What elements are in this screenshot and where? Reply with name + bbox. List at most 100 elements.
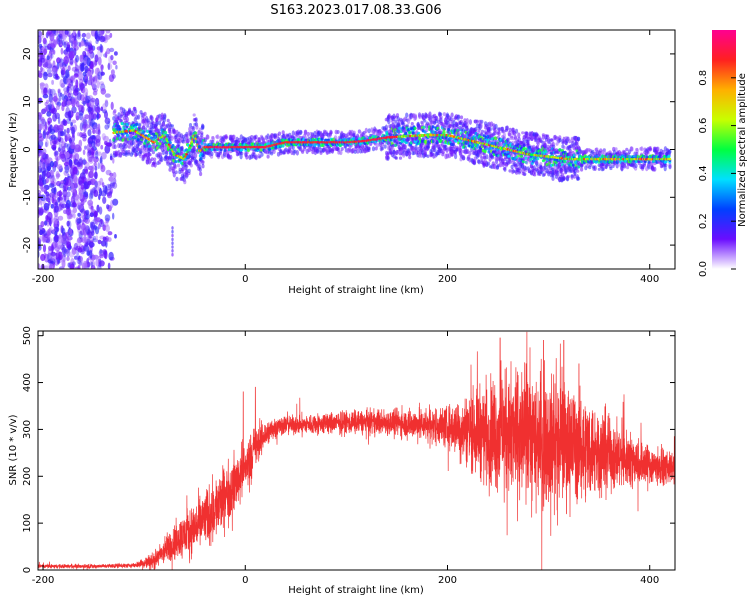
spectrogram-cell — [380, 146, 384, 151]
spectrogram-cell — [40, 66, 43, 73]
spectrogram-cell — [61, 227, 66, 236]
spectrogram-cell — [254, 154, 258, 161]
spectrogram-cell — [64, 111, 71, 119]
spectrogram-cell — [84, 114, 90, 120]
spectrogram-cell — [43, 170, 47, 177]
spectrogram-cell — [329, 129, 333, 135]
spectrogram-cell — [100, 106, 104, 112]
spectrogram-cell — [52, 126, 58, 133]
spectrogram-cell — [100, 144, 104, 150]
spectrogram-cell — [99, 248, 103, 254]
spectrogram-cell — [77, 41, 82, 47]
spectrogram-cell — [78, 261, 83, 266]
spectrogram-cell — [55, 104, 60, 111]
spectrogram-cell — [70, 183, 75, 190]
spectrogram-cell — [97, 56, 102, 66]
spectrogram-cell — [110, 182, 115, 188]
spectrogram-cell — [65, 46, 70, 52]
spectrogram-cell — [112, 212, 115, 220]
spectrogram-cell — [38, 237, 41, 247]
spectrogram-cell — [70, 85, 76, 91]
spectrogram-cell — [70, 122, 73, 127]
spectrogram-cell — [107, 193, 112, 199]
spectrogram-cell — [99, 235, 105, 240]
spectrogram-cell — [67, 220, 72, 229]
spectrogram-cell — [43, 202, 50, 211]
spectrogram-cell — [56, 37, 63, 45]
spectrogram-cell — [104, 250, 108, 260]
spectrogram-cell — [90, 189, 93, 196]
spectrogram-cell — [59, 61, 62, 70]
spectrogram-cell — [100, 240, 107, 247]
spectrogram-cell — [94, 67, 100, 76]
spectrogram-cell — [109, 172, 114, 177]
spectrogram-cell — [462, 156, 466, 161]
spectrogram-cell — [105, 169, 112, 176]
spectrogram-cell — [173, 162, 177, 169]
spectrogram-cell — [68, 251, 75, 258]
spectrogram-cell — [53, 234, 59, 243]
spectrogram-cell — [398, 156, 403, 160]
spectrogram-cell — [42, 93, 49, 99]
spectrogram-cell — [480, 119, 484, 124]
spectrogram-cell — [201, 124, 205, 130]
spectrogram-cell — [75, 54, 79, 63]
spectrogram-cell — [110, 69, 115, 76]
spectrogram-cell — [73, 201, 76, 209]
spectrogram-cell — [433, 147, 437, 153]
spectrogram-cell — [75, 199, 80, 205]
spectrogram-cell — [38, 132, 43, 139]
spectrogram-cell — [49, 192, 55, 198]
spectrogram-cell — [59, 92, 63, 97]
spectrogram-cell — [76, 32, 82, 40]
spectrogram-cell — [76, 257, 82, 265]
spectrogram-cell — [94, 180, 98, 188]
spectrogram-cell — [134, 109, 138, 114]
spectrogram-cell — [514, 128, 519, 134]
spectrogram-cell — [134, 125, 138, 129]
spectrogram-cell — [82, 149, 86, 156]
spectrogram-cell — [53, 215, 59, 222]
spectrogram-cell — [106, 142, 113, 147]
spectrogram-cell — [281, 144, 285, 148]
spectrogram-cell — [180, 146, 184, 150]
spectrogram-cell — [375, 142, 380, 148]
spectrogram-cell — [56, 164, 63, 170]
spectrogram-cell — [120, 119, 124, 123]
spectrogram-cell — [104, 99, 108, 104]
spectrogram-cell — [59, 57, 63, 63]
spectrogram-cell — [81, 117, 85, 123]
spectrogram-cell — [468, 119, 472, 125]
spectrogram-cell — [135, 150, 139, 156]
spectrogram-cell — [66, 100, 72, 106]
spectrogram-cell — [54, 96, 58, 103]
spectrogram-cell — [91, 134, 97, 140]
spectrogram-cell — [380, 130, 384, 134]
spectrogram-cell — [38, 30, 42, 37]
spectrogram-cell — [88, 76, 93, 83]
spectrogram-cell — [85, 32, 91, 40]
spectrogram-cell — [189, 163, 193, 168]
spectrogram-cell — [72, 213, 76, 219]
spectrogram-cell — [506, 137, 510, 142]
spectrogram-cell — [71, 40, 77, 49]
spectrogram-cell — [192, 113, 196, 117]
spectrogram-cell — [82, 158, 86, 165]
spectrogram-cell — [71, 134, 76, 143]
spectrogram-cell — [86, 70, 92, 77]
spectrogram-cell — [57, 88, 61, 94]
spectrogram-cells — [38, 30, 672, 269]
spectrogram-cell — [150, 157, 154, 162]
spectrogram-cell — [113, 177, 117, 185]
spectrogram-cell — [38, 35, 42, 44]
spectrogram-cell — [61, 246, 67, 255]
spectrogram-cell — [96, 204, 100, 213]
spectrogram-cell — [66, 220, 70, 227]
spectrogram-cell — [520, 154, 523, 158]
spectrogram-cell — [38, 137, 44, 142]
spectrogram-cell — [74, 86, 79, 94]
spectrogram-cell — [45, 139, 49, 148]
spectrogram-cell — [92, 90, 98, 96]
spectrogram-cell — [260, 152, 264, 157]
spectrogram-cell — [442, 130, 446, 134]
